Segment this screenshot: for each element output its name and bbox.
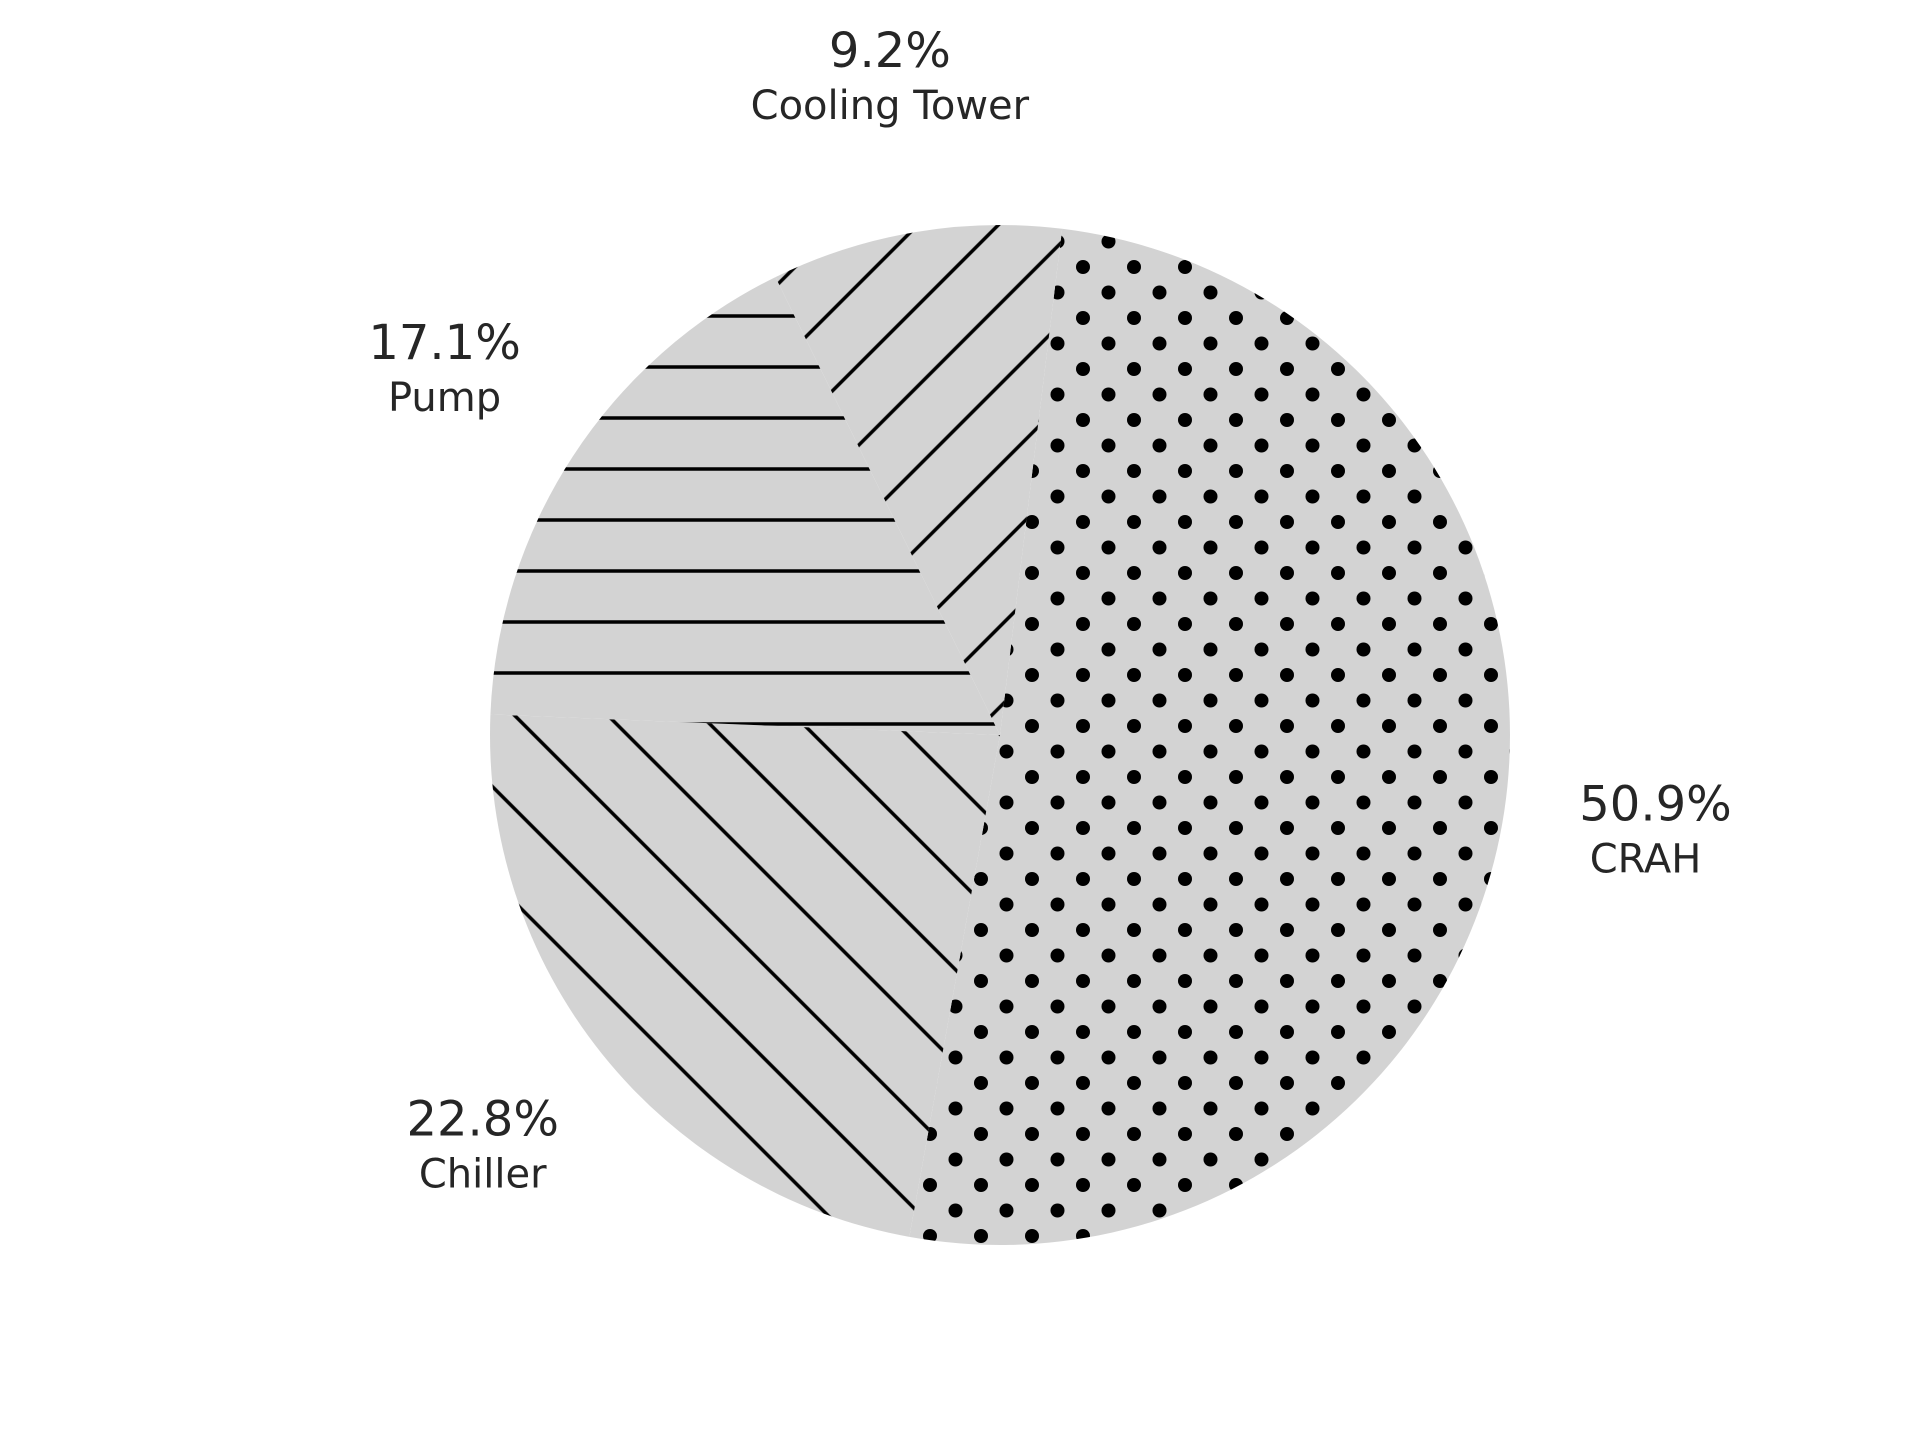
slice-percent-cooling-tower: 9.2%	[829, 23, 951, 79]
slice-label-cooling-tower: Cooling Tower	[751, 83, 1030, 129]
pie-labels: 50.9%CRAH 22.8%Chiller 17.1%Pump 9.2%Coolin…	[368, 23, 1731, 1198]
pie-slice-cooling-tower	[775, 225, 1063, 735]
slice-label-pump: Pump	[388, 375, 501, 421]
pie-slice-chiller	[489, 714, 1000, 1237]
slice-label-crah: CRAH	[1590, 836, 1702, 882]
pie-slice-crah	[909, 228, 1510, 1245]
slice-percent-crah: 50.9%	[1579, 776, 1731, 832]
slice-percent-pump: 17.1%	[368, 315, 520, 371]
pie-slice-pump	[490, 277, 1000, 735]
slice-label-chiller: Chiller	[419, 1152, 547, 1198]
pie-slices	[489, 225, 1510, 1245]
slice-percent-chiller: 22.8%	[406, 1092, 558, 1148]
